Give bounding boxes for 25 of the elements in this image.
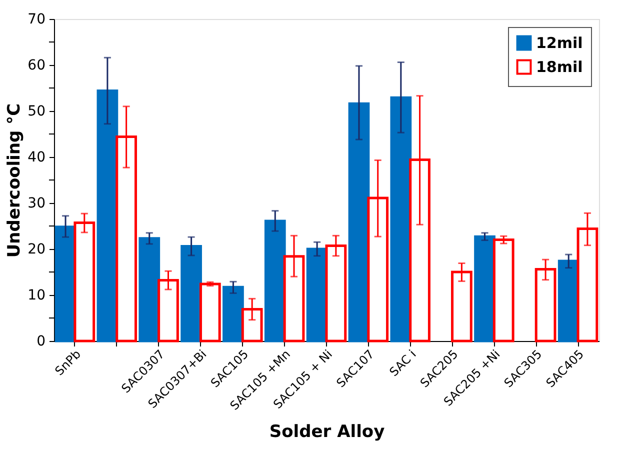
bar <box>222 286 244 342</box>
legend-label: 12mil <box>536 34 583 52</box>
legend-label: 18mil <box>536 58 583 76</box>
bar <box>54 226 76 342</box>
bar <box>306 248 328 342</box>
bar <box>264 220 286 342</box>
bar <box>348 102 370 342</box>
bar <box>138 237 160 342</box>
y-tick-label: 60 <box>28 58 46 74</box>
y-tick-label: 40 <box>28 150 46 166</box>
bar <box>474 235 496 342</box>
y-tick-label: 10 <box>28 288 46 304</box>
y-tick-label: 0 <box>36 334 46 350</box>
bar <box>390 96 412 342</box>
y-tick-label: 50 <box>28 104 46 120</box>
bar <box>96 90 118 342</box>
bar <box>180 244 202 342</box>
bar <box>492 238 514 342</box>
y-tick-label: 30 <box>28 196 46 212</box>
y-axis-title: Undercooling °C <box>4 103 25 258</box>
x-axis-title: Solder Alloy <box>269 422 385 442</box>
y-tick-label: 20 <box>28 242 46 258</box>
bar <box>199 282 221 342</box>
y-tick-label: 70 <box>28 12 46 28</box>
bar <box>558 260 580 342</box>
